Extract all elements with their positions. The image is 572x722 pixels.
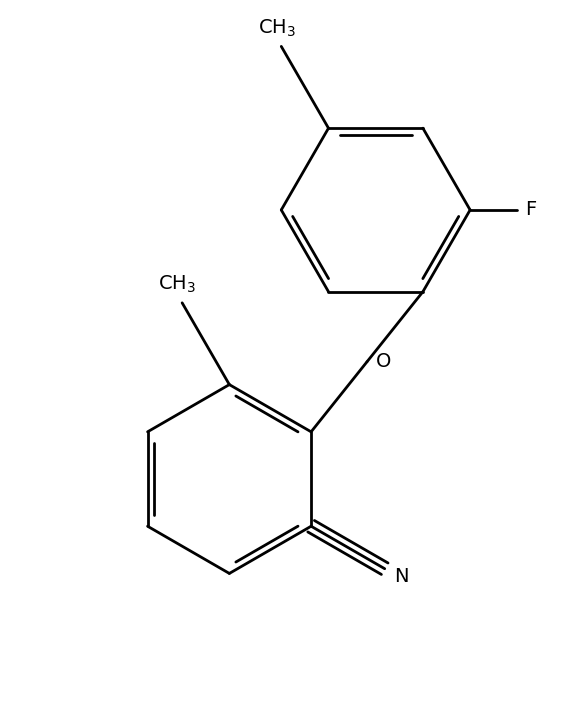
- Text: CH$_3$: CH$_3$: [158, 274, 196, 295]
- Text: F: F: [525, 201, 536, 219]
- Text: CH$_3$: CH$_3$: [257, 17, 296, 39]
- Text: N: N: [394, 567, 408, 586]
- Text: O: O: [376, 352, 392, 371]
